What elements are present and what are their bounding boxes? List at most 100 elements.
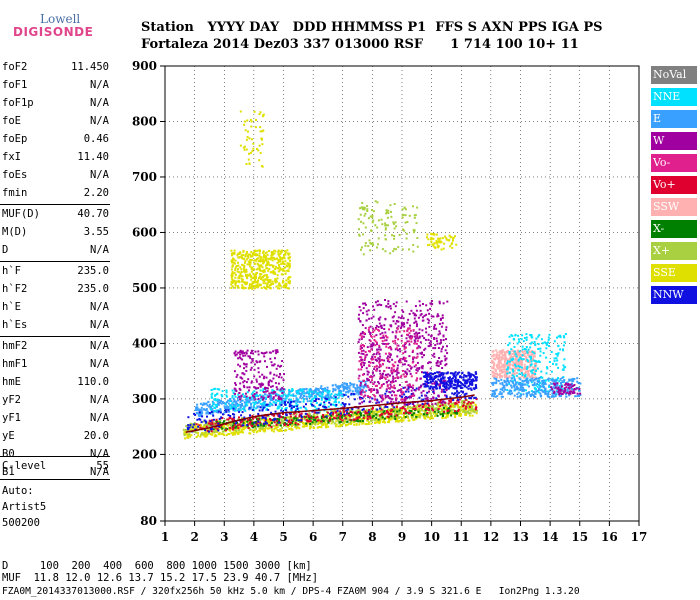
- data-point: [258, 409, 261, 412]
- data-point: [194, 425, 197, 428]
- data-point: [455, 402, 458, 405]
- data-point: [422, 319, 425, 322]
- data-point: [379, 377, 382, 380]
- data-point: [425, 415, 427, 418]
- data-point: [314, 396, 317, 399]
- data-point: [287, 401, 289, 404]
- data-point: [377, 418, 380, 421]
- data-point: [282, 267, 285, 270]
- data-point: [441, 314, 444, 317]
- data-point: [298, 413, 301, 416]
- data-point: [356, 411, 359, 414]
- data-point: [416, 401, 419, 404]
- data-point: [359, 402, 362, 405]
- data-point: [402, 344, 404, 347]
- data-point: [458, 414, 461, 417]
- data-point: [359, 207, 361, 210]
- data-point: [248, 163, 251, 165]
- data-point: [452, 408, 455, 411]
- data-point: [283, 429, 286, 432]
- data-point: [202, 420, 205, 423]
- param-separator: [0, 456, 110, 457]
- data-point: [465, 405, 468, 408]
- data-point: [420, 394, 423, 397]
- data-point: [284, 417, 287, 420]
- data-point: [258, 144, 261, 147]
- data-point: [442, 345, 444, 348]
- data-point: [232, 422, 235, 424]
- data-point: [435, 408, 438, 410]
- data-point: [371, 221, 374, 224]
- param-name: foF2: [2, 61, 28, 73]
- data-point: [459, 414, 462, 417]
- data-point: [249, 418, 252, 421]
- data-point: [275, 285, 278, 288]
- data-point: [334, 393, 337, 396]
- data-point: [338, 422, 341, 425]
- data-point: [269, 287, 272, 290]
- data-point: [369, 388, 372, 391]
- data-point: [217, 420, 220, 423]
- data-point: [391, 398, 394, 401]
- data-point: [379, 406, 382, 409]
- data-point: [205, 402, 208, 405]
- data-point: [428, 361, 431, 364]
- data-point: [255, 423, 258, 426]
- data-point: [379, 387, 382, 389]
- data-point: [240, 376, 242, 379]
- data-point: [264, 352, 267, 354]
- data-point: [199, 423, 202, 426]
- data-point: [277, 259, 280, 261]
- data-point: [240, 414, 243, 417]
- data-point: [368, 415, 371, 418]
- data-point: [213, 435, 216, 438]
- data-point: [242, 249, 245, 252]
- data-point: [211, 427, 213, 430]
- data-point: [376, 401, 379, 404]
- data-point: [463, 411, 466, 414]
- data-point: [430, 397, 433, 400]
- data-point: [244, 354, 247, 357]
- data-point: [285, 397, 288, 400]
- data-point: [321, 388, 323, 390]
- data-point: [344, 386, 347, 389]
- data-point: [280, 390, 283, 393]
- data-point: [357, 393, 360, 396]
- data-point: [279, 253, 282, 256]
- data-point: [334, 400, 337, 402]
- data-point: [409, 329, 412, 332]
- data-point: [259, 402, 262, 405]
- data-point: [193, 427, 196, 430]
- data-point: [419, 377, 422, 380]
- data-point: [394, 409, 397, 412]
- data-point: [371, 242, 374, 245]
- data-point: [431, 417, 434, 420]
- data-point: [200, 409, 203, 412]
- data-point: [257, 263, 260, 266]
- data-point: [364, 351, 367, 353]
- data-point: [360, 412, 363, 415]
- data-point: [437, 375, 440, 378]
- data-point: [427, 321, 430, 324]
- data-point: [436, 315, 439, 318]
- data-point: [211, 404, 214, 407]
- data-point: [212, 431, 215, 433]
- data-point: [259, 278, 262, 280]
- data-point: [295, 427, 298, 430]
- data-point: [198, 417, 201, 420]
- data-point: [439, 402, 442, 405]
- data-point: [238, 351, 241, 354]
- data-point: [257, 267, 259, 270]
- data-point: [472, 378, 474, 381]
- data-point: [396, 327, 399, 330]
- data-point: [397, 325, 400, 328]
- data-point: [279, 257, 282, 260]
- data-point: [396, 320, 399, 323]
- data-point: [237, 404, 240, 407]
- data-point: [432, 315, 435, 318]
- data-point: [280, 407, 283, 410]
- data-point: [214, 434, 217, 436]
- data-point: [247, 378, 250, 381]
- data-point: [295, 397, 298, 400]
- data-point: [393, 222, 395, 225]
